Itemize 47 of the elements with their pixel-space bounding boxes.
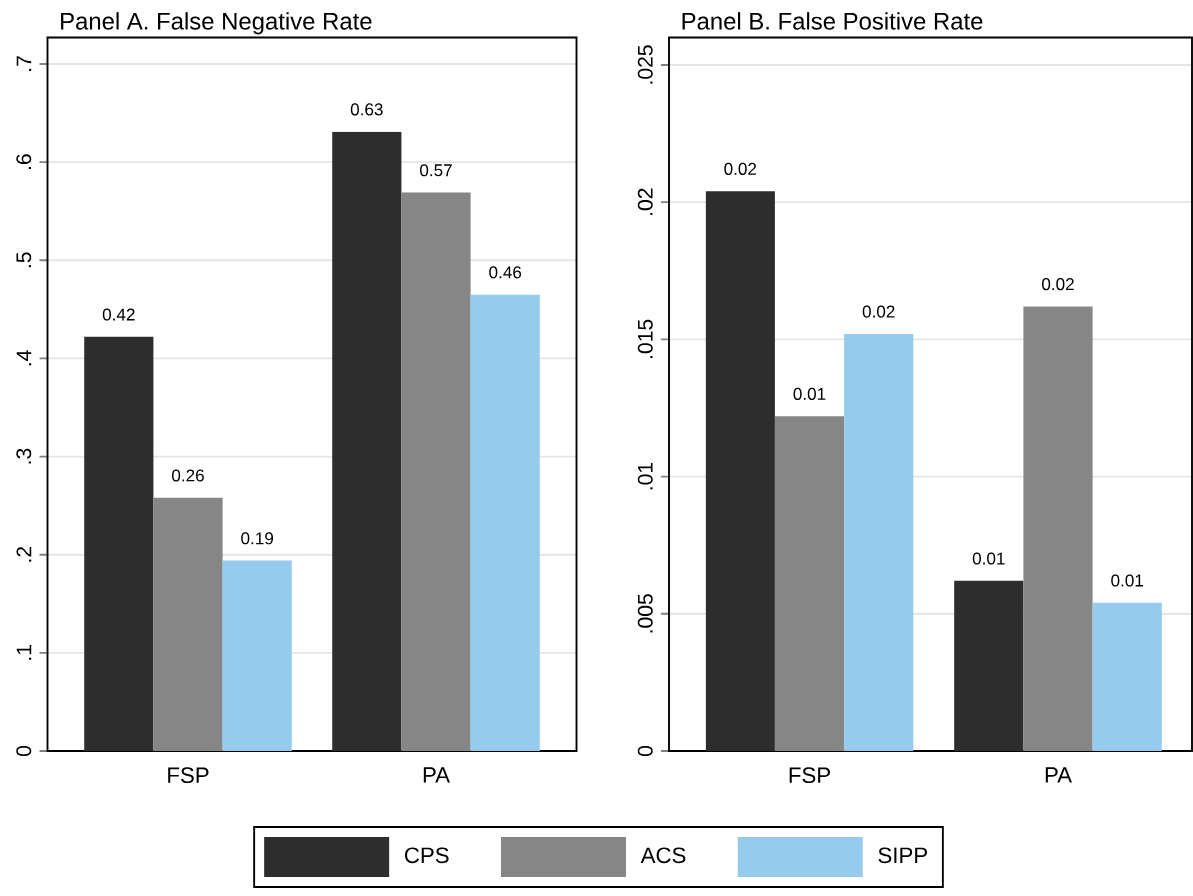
text: ACS bbox=[640, 847, 686, 864]
y-tick-label: 0 bbox=[637, 745, 653, 757]
bar bbox=[332, 131, 402, 752]
y-tick-label: .7 bbox=[16, 56, 32, 71]
y-tick-label: .5 bbox=[16, 252, 32, 268]
data-label: 0.57 bbox=[420, 164, 452, 177]
text: CPS bbox=[404, 847, 449, 864]
bar bbox=[153, 497, 223, 752]
data-label: 0.46 bbox=[489, 266, 522, 279]
bar bbox=[1023, 306, 1093, 752]
y-tick-label: .2 bbox=[16, 547, 32, 562]
data-label: 0.02 bbox=[1042, 278, 1074, 291]
data-label: 0.63 bbox=[350, 103, 383, 116]
bar bbox=[705, 191, 775, 752]
bar bbox=[470, 294, 540, 752]
y-tick-label: 0 bbox=[16, 745, 32, 757]
y-tick-label: .01 bbox=[637, 462, 653, 490]
y-tick-label: .02 bbox=[637, 188, 653, 215]
bar bbox=[222, 560, 292, 752]
bar bbox=[954, 580, 1024, 752]
y-tick-label: .4 bbox=[16, 350, 32, 366]
y-tick-label: .025 bbox=[637, 45, 653, 84]
bar bbox=[844, 333, 914, 752]
x-tick-label: PA bbox=[423, 767, 450, 783]
data-label: 0.01 bbox=[972, 552, 1005, 565]
bar bbox=[401, 192, 471, 752]
data-label: 0.02 bbox=[862, 305, 895, 318]
data-label: 0.01 bbox=[1111, 574, 1144, 587]
bar bbox=[774, 416, 845, 752]
bar bbox=[84, 336, 154, 752]
data-label: 0.26 bbox=[172, 469, 204, 482]
data-label: 0.42 bbox=[102, 308, 135, 321]
data-label: 0.19 bbox=[241, 532, 274, 545]
y-tick-label: .6 bbox=[16, 154, 32, 170]
x-tick-label: FSP bbox=[789, 767, 830, 784]
y-tick-label: .1 bbox=[16, 645, 32, 660]
y-tick-label: .015 bbox=[637, 319, 653, 358]
y-tick-label: .005 bbox=[637, 594, 653, 633]
bar bbox=[1092, 602, 1162, 752]
x-tick-label: FSP bbox=[168, 767, 209, 784]
data-label: 0.01 bbox=[793, 387, 826, 400]
chart-title: Panel B. False Positive Rate bbox=[682, 12, 983, 30]
x-tick-label: PA bbox=[1045, 767, 1072, 783]
chart-title: Panel A. False Negative Rate bbox=[61, 12, 372, 35]
text: SIPP bbox=[878, 847, 927, 864]
data-label: 0.02 bbox=[724, 162, 757, 175]
y-tick-label: .3 bbox=[16, 448, 32, 464]
